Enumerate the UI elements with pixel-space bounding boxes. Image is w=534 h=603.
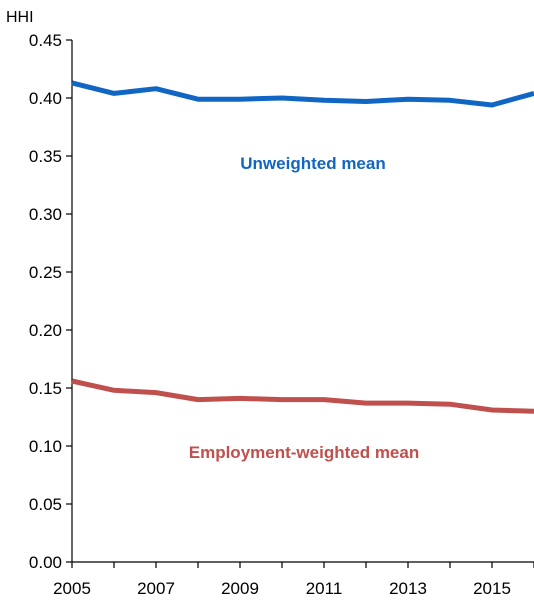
x-tick-label: 2011 [306, 579, 343, 598]
y-tick-label: 0.20 [29, 321, 62, 340]
series-label-unweighted-mean: Unweighted mean [240, 154, 385, 173]
x-tick-label: 2015 [473, 579, 511, 598]
x-tick-label: 2005 [53, 579, 91, 598]
y-tick-label: 0.45 [29, 31, 62, 50]
series-lines [71, 80, 534, 414]
y-tick-label: 0.40 [29, 89, 62, 108]
y-tick-label: 0.35 [29, 147, 62, 166]
y-axis: 0.00 0.05 0.10 0.15 0.20 0.25 0.30 0.35 0.40 0.45 [29, 31, 73, 572]
y-tick-label: 0.25 [29, 263, 62, 282]
y-tick-label: 0.15 [29, 379, 62, 398]
y-tick-label: 0.10 [29, 437, 62, 456]
x-tick-label: 2007 [137, 579, 175, 598]
y-axis-unit-label: HHI [6, 9, 34, 26]
series-line-unweighted-mean [71, 80, 534, 108]
series-label-employment-weighted-mean: Employment-weighted mean [189, 443, 419, 462]
series-line-employment-weighted-mean [71, 378, 534, 414]
y-tick-label: 0.00 [29, 553, 62, 572]
x-tick-label: 2009 [221, 579, 259, 598]
x-tick-label: 2013 [389, 579, 427, 598]
y-tick-label: 0.05 [29, 495, 62, 514]
x-axis: 2005 2007 2009 2011 2013 2015 [53, 561, 534, 598]
y-tick-label: 0.30 [29, 205, 62, 224]
